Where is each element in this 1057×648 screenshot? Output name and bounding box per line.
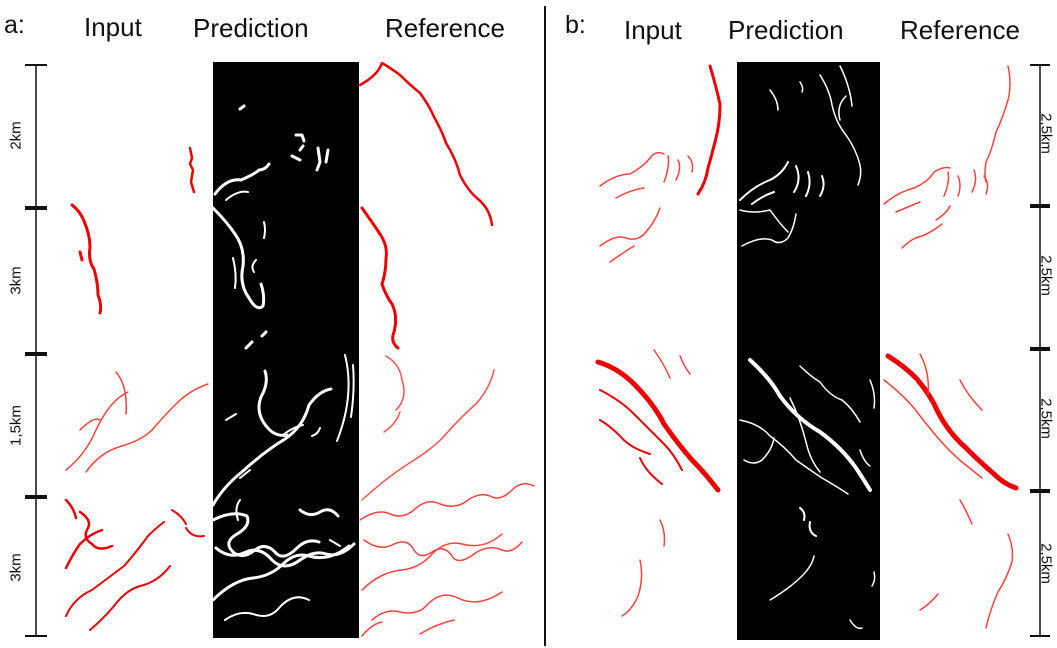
panel-a-scale-label-1: 2km: [7, 121, 25, 150]
panel-b-input-traces: [595, 64, 722, 617]
panel-b-scale-label-1: 2,5km: [1037, 113, 1055, 154]
panel-b-letter: b:: [565, 11, 586, 39]
panel-a-scale-label-3: 1,5km: [7, 405, 25, 446]
panel-a-input-heading: Input: [84, 12, 142, 42]
panel-a-reference-traces: [358, 61, 535, 637]
panel-b-scale-bar: [1030, 64, 1050, 637]
panel-b-scale-label-3: 2,5km: [1037, 398, 1055, 439]
panel-b-prediction-heading: Prediction: [728, 15, 844, 45]
panel-a-reference-heading: Reference: [385, 13, 505, 43]
panel-b-scale-label-2: 2,5km: [1037, 255, 1055, 296]
panel-b-prediction-lines: [739, 65, 876, 630]
panel-b-reference-traces: [883, 65, 1019, 629]
panel-a-scale-bar: [25, 64, 47, 637]
panel-b-scale-label-4: 2,5km: [1037, 543, 1055, 584]
panel-b-input-heading: Input: [624, 15, 682, 45]
panel-b-reference-heading: Reference: [900, 15, 1020, 45]
panel-b-prediction-background: [737, 62, 880, 640]
panel-a-input-traces: [64, 146, 209, 631]
panel-a-prediction-heading: Prediction: [193, 13, 309, 43]
panel-a-scale-label-4: 3km: [7, 553, 25, 582]
panel-a-scale-label-2: 3km: [7, 266, 25, 295]
panel-a-letter: a:: [4, 11, 25, 39]
panel-a-prediction-lines: [211, 104, 356, 621]
